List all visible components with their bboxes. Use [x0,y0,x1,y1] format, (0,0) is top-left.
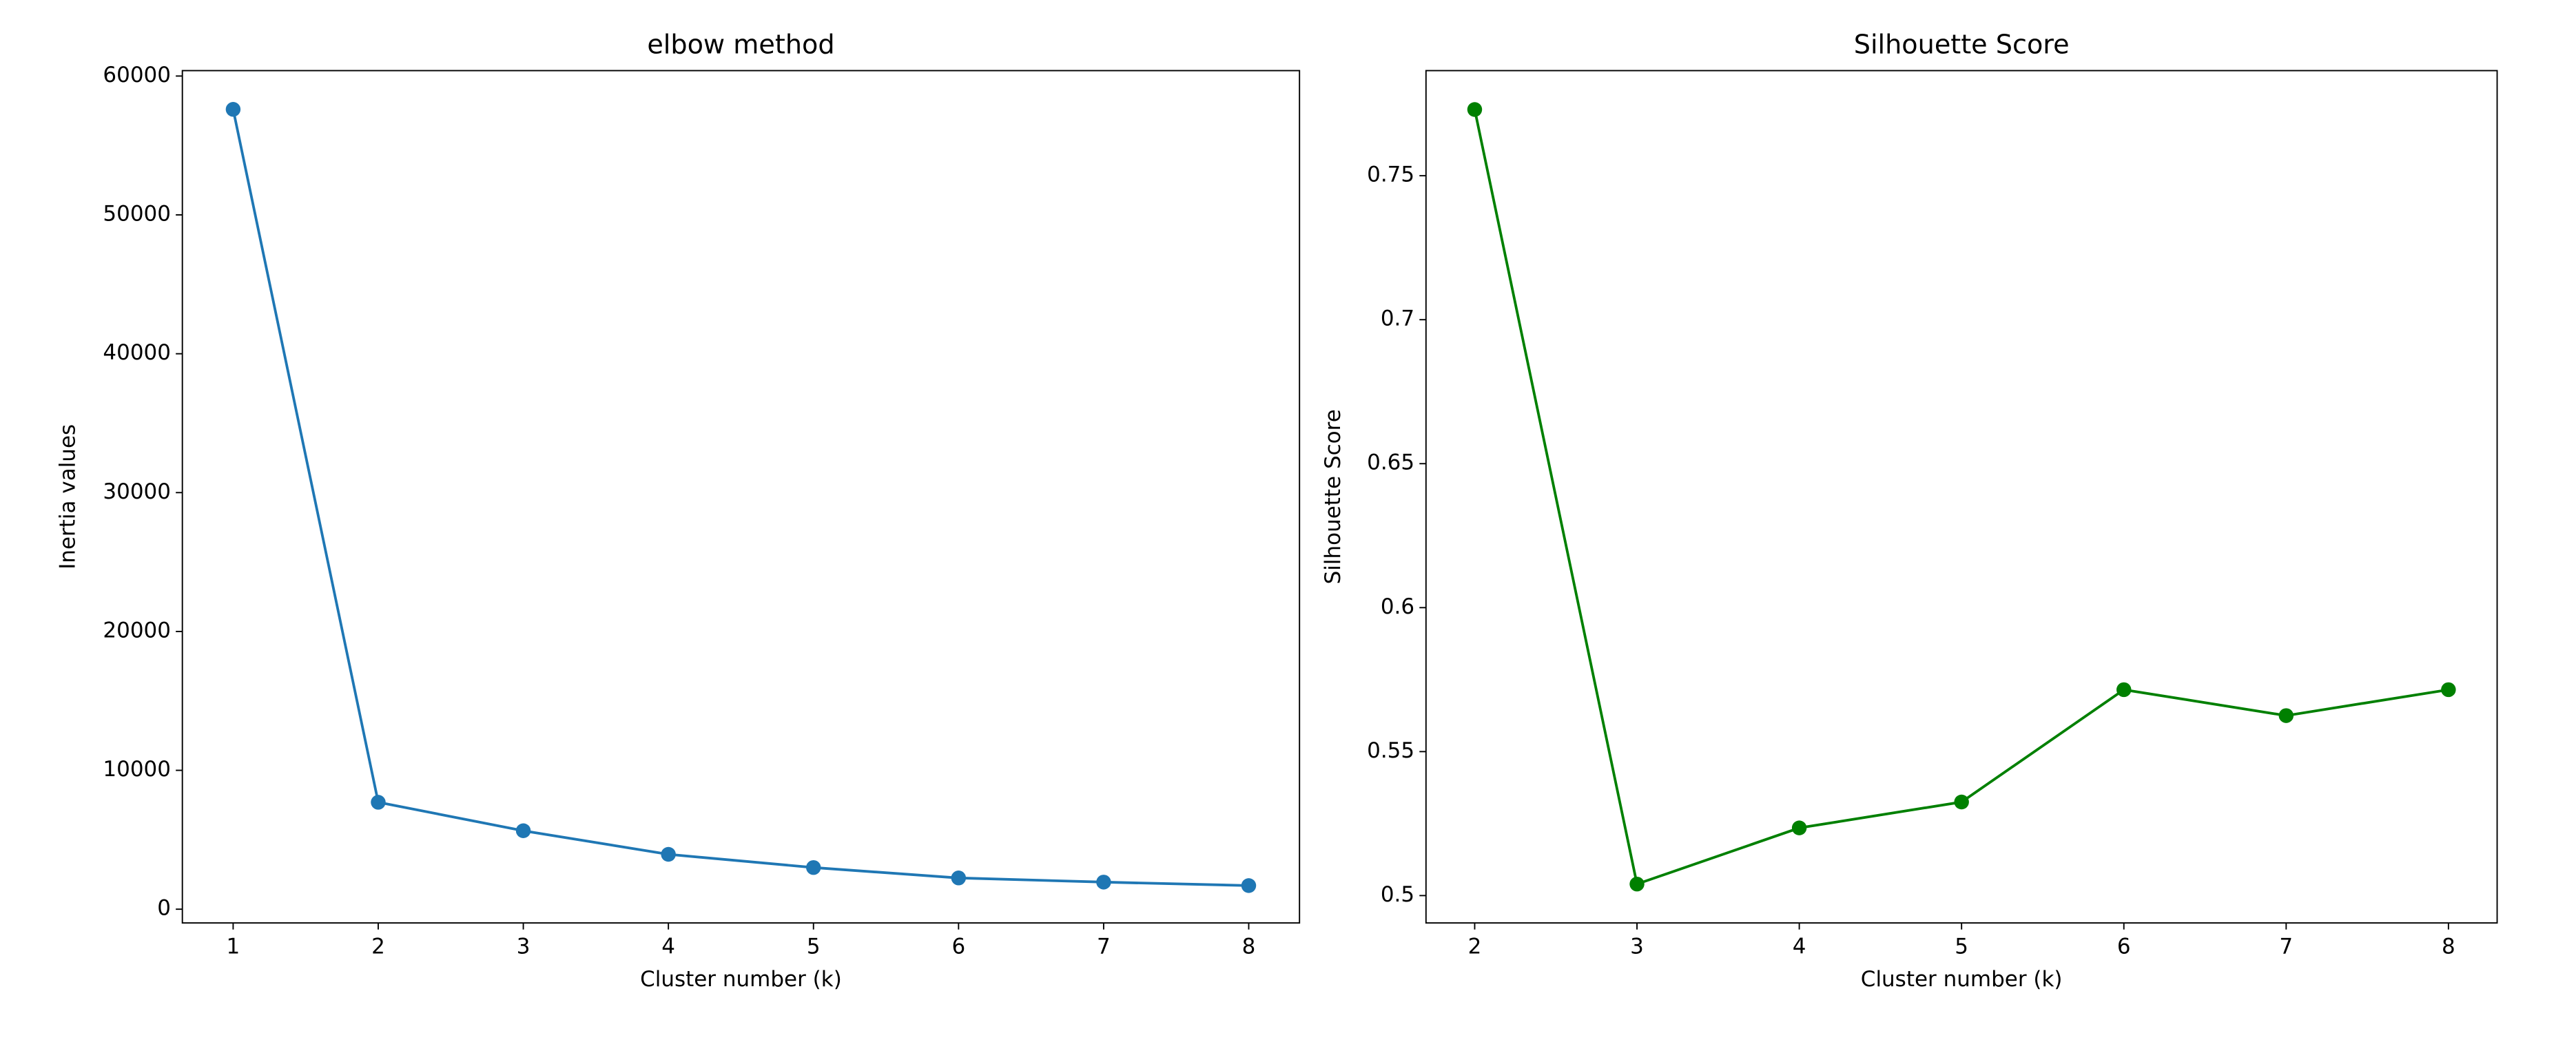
chart-title: elbow method [647,29,834,59]
chart-title: Silhouette Score [1854,29,2070,59]
data-point [1096,875,1111,890]
x-tick-label: 7 [2279,934,2293,959]
data-point [1791,820,1807,835]
subplot: elbow method Cluster number (k) Inertia va… [56,29,1301,992]
y-axis-label: Silhouette Score [1321,409,1346,584]
y-tick-label: 0.6 [1381,594,1414,619]
y-tick-label: 0.55 [1367,738,1414,763]
y-tick-label: 0.5 [1381,882,1414,907]
x-tick-label: 5 [1955,934,1968,959]
y-tick-label: 0.7 [1381,306,1414,331]
y-tick-label: 20000 [103,618,171,643]
plot-frame [1425,70,2498,924]
x-tick-label: 5 [807,934,821,959]
y-tick-label: 30000 [103,479,171,504]
x-tick-label: 7 [1097,934,1111,959]
data-point [1467,102,1483,117]
y-tick-label: 0 [157,896,171,921]
y-tick-label: 0.75 [1367,163,1414,187]
data-point [2441,682,2456,698]
data-point [371,795,386,810]
x-tick-label: 4 [661,934,675,959]
data-line [231,109,1249,887]
x-tick-label: 6 [2117,934,2131,959]
y-axis-label: Inertia values [56,424,81,570]
data-point [806,859,821,875]
y-tick-label: 50000 [103,202,171,227]
x-tick-label: 2 [371,934,385,959]
x-tick-label: 6 [951,934,965,959]
x-axis-label: Cluster number (k) [1861,967,2063,992]
y-tick-label: 10000 [103,757,171,782]
x-tick-label: 3 [1630,934,1644,959]
data-line [1473,109,2449,886]
y-tick-label: 0.65 [1367,450,1414,475]
data-point [2278,708,2294,723]
data-point [661,846,676,862]
x-tick-label: 1 [227,934,240,959]
plot-frame [181,70,1301,924]
data-point [515,823,531,838]
x-tick-label: 3 [517,934,530,959]
data-point [1241,878,1257,893]
data-point [1629,876,1645,892]
x-tick-label: 8 [1242,934,1256,959]
data-point [1954,794,1969,810]
y-tick-label: 40000 [103,340,171,365]
data-point [951,871,967,886]
data-point [2116,682,2132,698]
x-axis-label: Cluster number (k) [640,967,842,992]
x-tick-label: 4 [1793,934,1806,959]
x-tick-label: 2 [1468,934,1482,959]
subplot: Silhouette Score Cluster number (k) Silhou… [1321,29,2498,992]
x-tick-label: 8 [2442,934,2455,959]
y-tick-label: 60000 [103,63,171,87]
data-point [225,102,241,117]
